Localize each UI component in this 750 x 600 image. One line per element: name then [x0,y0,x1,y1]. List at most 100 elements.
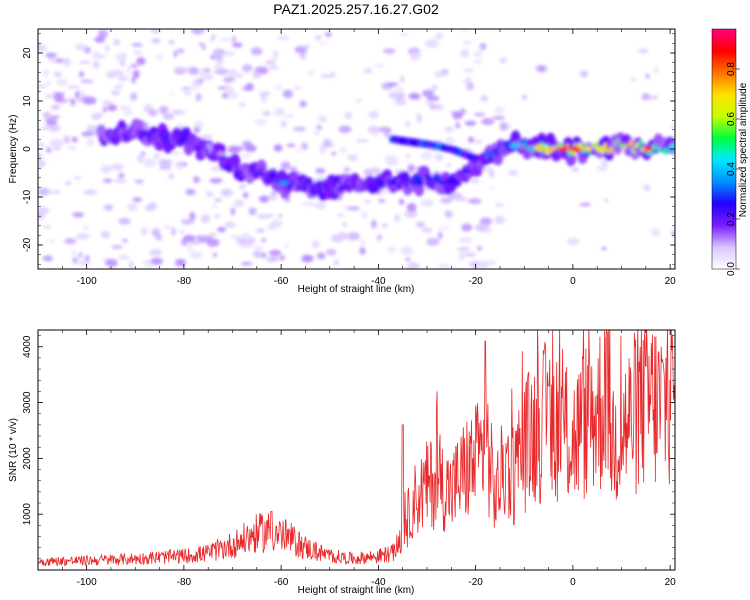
snr-frame [37,329,676,571]
spectrogram-noise-cell [344,111,353,120]
spectrogram-noise-cell [203,68,211,73]
spectrogram-noise-cell [193,120,204,129]
x-tick-label: -100 [77,577,97,588]
spectrogram-noise-cell [437,226,451,230]
spectrogram-noise-cell [337,212,344,218]
spectrogram-noise-cell [363,67,373,74]
spectrogram-noise-cell [478,261,490,269]
spectrogram-noise-cell [479,217,493,226]
colorbar-gradient [712,29,736,269]
spectrogram-noise-cell [73,176,82,180]
spectrogram-noise-cell [325,248,337,256]
spectrogram-noise-cell [51,104,60,110]
spectrogram-noise-cell [288,167,298,171]
spectrogram-noise-cell [92,50,99,55]
spectrogram-noise-cell [330,72,336,78]
spectrogram-noise-cell [440,197,453,204]
spectrogram-noise-cell [381,223,388,229]
spectrogram-noise-cell [181,86,191,91]
spectrogram-noise-cell [217,226,227,233]
spectrogram-noise-cell [102,100,113,106]
spectrogram-noise-cell [331,234,344,243]
spectrogram-noise-cell [444,210,453,218]
spectrogram-noise-cell [294,46,308,54]
spectrogram-noise-cell [72,212,84,218]
spectrogram-noise-cell [434,71,448,78]
spectrogram-noise-cell [199,134,213,141]
ridge-peak-cell [594,146,605,151]
spectrogram-noise-cell [461,29,468,33]
colorbar-frame [711,28,737,270]
spectrogram-noise-cell [134,179,144,184]
spectrogram-noise-cell [638,48,649,54]
spectrogram-x-label: Height of straight line (km) [298,284,415,295]
spectrogram-noise-cell [521,94,528,100]
spectrogram-noise-cell [123,111,134,116]
spectrogram-noise-cell [187,244,193,253]
spectrogram-noise-cell [259,91,271,97]
spectrogram-noise-cell [359,246,366,255]
ridge-halo-cell [565,152,576,167]
spectrogram-noise-cell [118,217,131,225]
spectrogram-noise-cell [107,104,118,112]
spectrogram-noise-cell [111,245,123,249]
spectrogram-noise-cell [78,260,91,266]
ridge-peak-cell [643,146,653,152]
spectrogram-noise-cell [434,153,444,162]
spectrogram-noise-cell [190,85,203,89]
spectrogram-noise-cell [367,125,380,134]
spectrogram-noise-cell [129,261,134,269]
spectrogram-noise-cell [178,229,185,235]
ridge-peak-cell [253,171,266,177]
spectrogram-noise-cell [346,232,360,241]
spectrogram-noise-cell [49,138,64,148]
spectrogram-noise-cell [467,198,482,205]
spectrogram-noise-cell [177,48,185,54]
spectrogram-noise-cell [240,262,253,266]
spectrogram-noise-cell [406,202,417,212]
y-tick-label: -10 [22,189,33,204]
spectrogram-noise-cell [198,42,206,47]
spectrogram-noise-cell [267,213,275,217]
snr-y-ticks: 1000 2000 3000 4000 [22,335,675,560]
spectrogram-noise-cell [671,230,675,236]
spectrogram-noise-cell [407,164,415,173]
y-tick-label: 10 [22,95,33,107]
spectrogram-noise-cell [83,189,98,196]
spectrogram-noise-cell [101,164,112,174]
spectrogram-noise-cell [320,73,334,79]
spectrogram-noise-cell [255,228,266,233]
ridge-peak-cell [230,162,240,167]
spectrogram-noise-cell [230,207,236,216]
spectrogram-noise-cell [368,110,379,119]
spectrogram-noise-cell [494,203,505,207]
spectrogram-noise-cell [372,132,379,137]
spectrogram-noise-cell [159,164,172,171]
spectrogram-noise-cell [112,39,121,46]
spectrogram-noise-cell [420,151,433,160]
colorbar-ticks: 0.0 0.2 0.4 0.6 0.8 [726,62,740,276]
spectrogram-noise-cell [148,202,158,210]
spectrogram-noise-cell [566,237,580,246]
ridge-cell [669,143,675,151]
spectrogram-noise-cell [230,234,241,240]
ridge-peak-cell [338,185,351,190]
spectrogram-noise-cell [424,100,433,105]
figure-title: PAZ1.2025.257.16.27.G02 [273,1,439,17]
spectrogram-noise-cell [213,52,220,61]
spectrogram-noise-cell [43,111,52,120]
colorbar-tick-label: 0.8 [726,62,737,76]
spectrogram-noise-cell [220,188,233,197]
spectrogram-noise-cell [645,73,650,79]
spectrogram-noise-cell [158,105,169,115]
spectrogram-noise-cell [190,29,205,35]
spectrogram-noise-cell [86,138,94,147]
spectrogram-noise-cell [238,183,247,190]
spectrogram-noise-cell [650,228,661,237]
spectrogram-noise-cell [383,48,396,54]
spectrogram-noise-cell [356,139,369,143]
spectrogram-noise-cell [535,65,548,73]
spectrogram-noise-cell [143,158,156,168]
spectrogram-noise-cell [276,35,290,41]
spectrogram-noise-cell [53,146,61,151]
